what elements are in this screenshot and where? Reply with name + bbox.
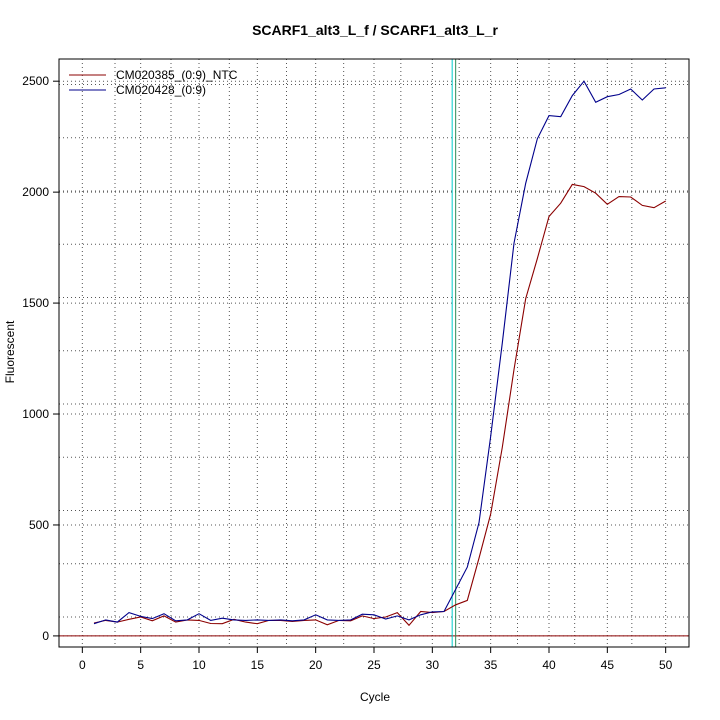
y-axis: 0 500 1000 1500 2000 2500 [22, 74, 59, 643]
y-tick-label: 2000 [22, 185, 49, 199]
x-tick-label: 15 [251, 658, 265, 672]
series-line-2 [93, 80, 666, 625]
grid [59, 59, 689, 647]
y-axis-label: Fluorescent [3, 320, 17, 383]
y-tick-label: 500 [29, 518, 49, 532]
y-tick-label: 1500 [22, 296, 49, 310]
reference-lines [59, 59, 689, 647]
x-tick-label: 40 [542, 658, 556, 672]
x-tick-label: 30 [426, 658, 440, 672]
x-axis: 0 5 10 15 20 25 30 35 40 45 50 [79, 647, 673, 672]
x-tick-label: 20 [309, 658, 323, 672]
x-tick-label: 10 [192, 658, 206, 672]
series-line-1 [93, 183, 666, 627]
y-tick-label: 0 [42, 629, 49, 643]
x-tick-label: 35 [484, 658, 498, 672]
y-tick-label: 1000 [22, 407, 49, 421]
x-tick-label: 50 [659, 658, 673, 672]
chart-title: SCARF1_alt3_L_f / SCARF1_alt3_L_r [252, 22, 498, 38]
x-tick-label: 0 [79, 658, 86, 672]
x-tick-label: 25 [367, 658, 381, 672]
series-lines [93, 80, 666, 627]
y-tick-label: 2500 [22, 74, 49, 88]
legend-entry: CM020428_(0:9) [116, 83, 206, 97]
legend-entry: CM020385_(0:9)_NTC [116, 68, 238, 82]
x-tick-label: 5 [137, 658, 144, 672]
x-axis-label: Cycle [360, 690, 390, 704]
x-tick-label: 45 [601, 658, 615, 672]
